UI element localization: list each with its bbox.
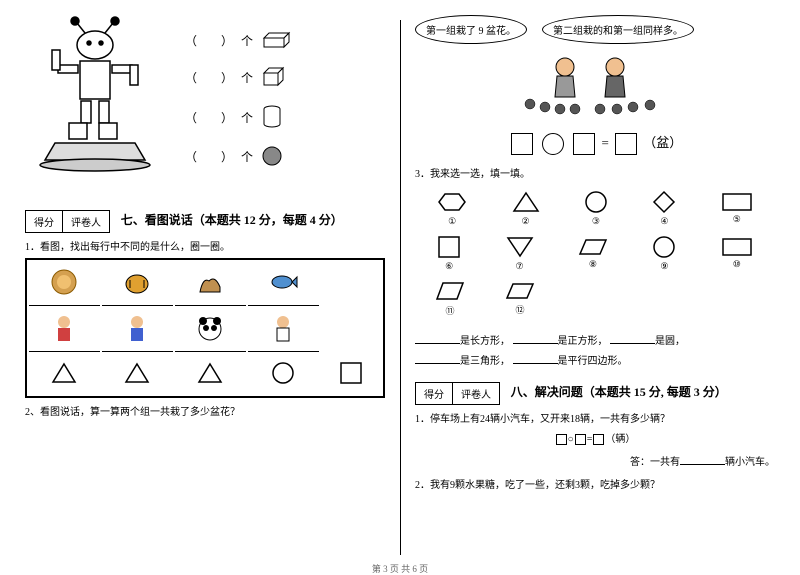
table-row [29, 262, 381, 306]
speech-bubble-2: 第二组栽的和第一组同样多。 [542, 15, 694, 44]
kids-flowers-scene [415, 49, 775, 122]
cube-count-row: （ ）个 [185, 65, 291, 89]
eq-box[interactable] [573, 133, 595, 155]
sphere-icon [261, 145, 283, 167]
parallelogram-icon [505, 281, 535, 301]
triangle-icon [197, 361, 223, 385]
shape-count-list: （ ）个 （ ）个 （ ）个 （ ）个 [185, 15, 291, 167]
cuboid-icon [261, 30, 291, 50]
section-8-title: 八、解决问题（本题共 15 分, 每题 3 分） [511, 385, 727, 399]
eq-unit: （盆） [643, 135, 682, 150]
hexagon-icon [437, 190, 467, 214]
q3-text: 3．我来选一选，填一填。 [415, 165, 775, 180]
triangle-icon [124, 361, 150, 385]
square-icon [437, 235, 461, 259]
q2-text: 2、看图说话，算一算两个组一共栽了多少盆花？ [25, 403, 385, 418]
fish-icon [268, 268, 298, 296]
table-row [29, 354, 381, 394]
section-8-header: 得分评卷人 八、解决问题（本题共 15 分, 每题 3 分） [415, 382, 775, 405]
q8-1-equation: ○=（辆） [415, 430, 775, 445]
right-column: 第一组栽了 9 盆花。 第二组栽的和第一组同样多。 = （盆） 3．我来选一选，… [400, 10, 790, 555]
left-column: （ ）个 （ ）个 （ ）个 （ ）个 得分评卷人 七、看图说话（本题共 12 … [10, 10, 400, 555]
parallelogram-icon [578, 237, 608, 257]
cuboid-count-row: （ ）个 [185, 30, 291, 50]
cube-icon [261, 65, 287, 89]
score-box: 得分评卷人 [25, 210, 110, 233]
cylinder-icon [261, 104, 283, 130]
person-icon [124, 313, 150, 343]
q1-text: 1．看图，找出每行中不同的是什么，圈一圈。 [25, 238, 385, 253]
rectangle-icon [721, 237, 753, 257]
panda-icon [196, 313, 224, 343]
robot-figure [25, 15, 165, 195]
rectangle-icon [721, 192, 753, 212]
square-icon [339, 361, 363, 385]
page-footer: 第 3 页 共 6 页 [0, 562, 800, 575]
lion-icon [49, 268, 79, 296]
triangle-icon [506, 235, 534, 259]
table-row [29, 308, 381, 352]
section-7-title: 七、看图说话（本题共 12 分，每题 4 分） [121, 213, 343, 227]
odd-one-out-table [25, 258, 385, 398]
circle-icon [271, 361, 295, 385]
diamond-icon [652, 190, 676, 214]
shapes-grid: ① ② ③ ④ ⑤ ⑥ ⑦ ⑧ ⑨ ⑩ ⑪ ⑫ [415, 190, 775, 317]
sphere-count-row: （ ）个 [185, 145, 291, 167]
score-box: 得分评卷人 [415, 382, 500, 405]
circle-icon [584, 190, 608, 214]
speech-bubbles: 第一组栽了 9 盆花。 第二组栽的和第一组同样多。 [415, 15, 775, 44]
q8-2-text: 2．我有9颗水果糖，吃了一些，还剩3颗，吃掉多少颗？ [415, 476, 775, 491]
cylinder-count-row: （ ）个 [185, 104, 291, 130]
robot-counting-section: （ ）个 （ ）个 （ ）个 （ ）个 [25, 15, 385, 195]
eq-box[interactable] [615, 133, 637, 155]
q8-1-answer: 答：一共有辆小汽车。 [415, 453, 775, 468]
person-icon [270, 313, 296, 343]
flower-equation: = （盆） [415, 132, 775, 155]
eq-box[interactable] [511, 133, 533, 155]
q8-1-text: 1．停车场上有24辆小汽车，又开来18辆，一共有多少辆？ [415, 410, 775, 425]
parallelogram-icon [435, 280, 465, 302]
person-icon [51, 313, 77, 343]
camel-icon [195, 267, 225, 297]
speech-bubble-1: 第一组栽了 9 盆花。 [415, 15, 527, 44]
fill-answers: 是长方形， 是正方形， 是圆， 是三角形， 是平行四边形。 [415, 332, 775, 372]
circle-icon [652, 235, 676, 259]
triangle-icon [512, 190, 540, 214]
section-7-header: 得分评卷人 七、看图说话（本题共 12 分，每题 4 分） [25, 210, 385, 233]
eq-op-circle[interactable] [542, 133, 564, 155]
tiger-icon [122, 268, 152, 296]
triangle-icon [51, 361, 77, 385]
